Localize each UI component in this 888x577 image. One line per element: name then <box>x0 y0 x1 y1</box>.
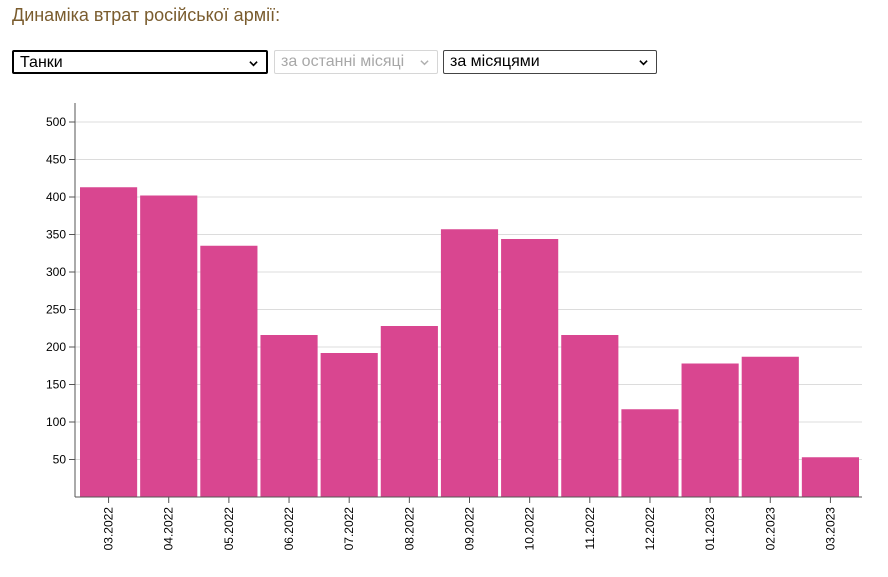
x-tick-label: 02.2023 <box>763 507 777 551</box>
bar[interactable] <box>681 363 739 498</box>
bar[interactable] <box>80 187 138 497</box>
bar[interactable] <box>140 195 198 498</box>
axes <box>74 103 862 498</box>
category-select[interactable]: Танки <box>12 50 268 74</box>
y-tick-label: 400 <box>46 190 66 204</box>
grouping-select-value: за місяцями <box>450 53 540 70</box>
bar[interactable] <box>440 229 499 497</box>
y-tick-label: 50 <box>53 453 67 467</box>
x-tick-label: 11.2022 <box>583 507 597 550</box>
x-tick-label: 10.2022 <box>523 507 537 551</box>
x-tick-label: 03.2022 <box>102 507 116 551</box>
x-tick-label: 07.2022 <box>342 507 356 551</box>
y-tick-label: 250 <box>46 303 66 317</box>
x-tick-label: 08.2022 <box>402 507 416 551</box>
bar[interactable] <box>561 335 619 497</box>
bar[interactable] <box>260 335 318 497</box>
bar[interactable] <box>621 409 679 497</box>
y-tick-label: 100 <box>46 415 66 429</box>
bar[interactable] <box>501 239 559 497</box>
x-tick-label: 09.2022 <box>463 507 477 551</box>
chevron-down-icon <box>249 61 258 67</box>
bar[interactable] <box>741 356 799 497</box>
x-tick-label: 12.2022 <box>643 507 657 551</box>
chevron-down-icon <box>420 60 429 66</box>
period-select-value: за останні місяці <box>281 53 405 70</box>
page-title: Динаміка втрат російської армії: <box>12 5 281 25</box>
category-select-value: Танки <box>20 54 63 71</box>
y-tick-label: 350 <box>46 228 66 242</box>
y-tick-label: 200 <box>46 340 66 354</box>
x-tick-label: 06.2022 <box>282 507 296 551</box>
y-tick-label: 150 <box>46 378 66 392</box>
chevron-down-icon <box>639 60 648 66</box>
grouping-select[interactable]: за місяцями <box>443 50 657 74</box>
bar[interactable] <box>380 326 438 497</box>
bar[interactable] <box>200 245 258 497</box>
y-tick-label: 300 <box>46 265 66 279</box>
y-axis-ticks: 50 100 150 200 250 300 350 400 450 500 <box>46 115 75 467</box>
x-tick-label: 05.2022 <box>222 507 236 551</box>
y-tick-label: 450 <box>46 153 66 167</box>
x-axis-ticks: 03.2022 04.2022 05.2022 06.2022 07.2022 08.20… <box>102 497 837 551</box>
bar[interactable] <box>320 353 378 497</box>
x-tick-label: 03.2023 <box>823 507 837 551</box>
x-tick-label: 04.2022 <box>162 507 176 551</box>
x-tick-label: 01.2023 <box>703 507 717 551</box>
bars-group <box>80 187 859 497</box>
bar[interactable] <box>801 457 859 497</box>
period-select[interactable]: за останні місяці <box>274 50 438 74</box>
y-tick-label: 500 <box>46 115 66 129</box>
